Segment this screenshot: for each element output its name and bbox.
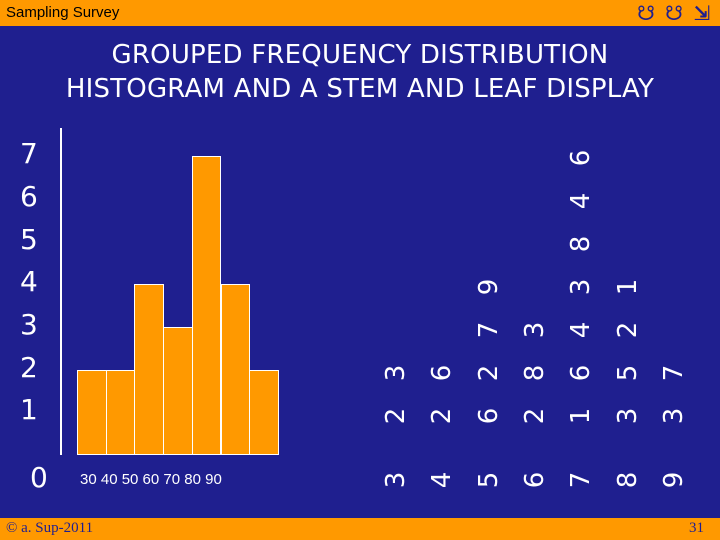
leaf-value: 5 <box>612 364 643 382</box>
leaf-value: 2 <box>519 407 550 425</box>
home-icon[interactable]: ⇲ <box>693 1 711 25</box>
leaf-value: 1 <box>566 407 597 425</box>
leaf-value: 6 <box>473 407 504 425</box>
y-tick-label: 7 <box>20 137 38 171</box>
y-axis-line <box>60 128 62 455</box>
top-bar: Sampling Survey ☋ ☋ ⇲ <box>0 0 720 26</box>
title-line-2: HISTOGRAM AND A STEM AND LEAF DISPLAY <box>65 74 655 104</box>
histogram-bar <box>191 156 222 455</box>
histogram-bar <box>163 326 193 455</box>
stem-value: 3 <box>381 471 411 489</box>
stem-value: 9 <box>658 471 689 489</box>
leaf-value: 6 <box>427 364 458 382</box>
histogram-bar <box>134 284 165 455</box>
page-number: 31 <box>689 520 704 536</box>
leaf-value: 3 <box>612 407 643 425</box>
leaf-value: 4 <box>566 321 597 339</box>
y-tick-label: 6 <box>20 179 38 213</box>
stem-value: 7 <box>566 471 597 489</box>
leaf-value: 9 <box>473 278 504 296</box>
back-icon[interactable]: ☋ <box>637 1 655 25</box>
leaf-value: 4 <box>566 192 597 210</box>
stem-value: 5 <box>473 471 504 489</box>
nav-icons: ☋ ☋ ⇲ <box>634 1 714 25</box>
x-axis-ticks: 30 40 50 60 70 80 90 <box>80 471 222 488</box>
leaf-value: 7 <box>658 364 689 382</box>
leaf-value: 1 <box>612 278 643 296</box>
leaf-value: 7 <box>473 321 504 339</box>
leaf-value: 3 <box>566 278 597 296</box>
histogram-bar <box>220 284 251 455</box>
leaf-value: 6 <box>566 364 597 382</box>
leaf-value: 2 <box>381 407 411 425</box>
copyright-text: © a. Sup-2011 <box>6 520 94 536</box>
leaf-value: 2 <box>473 364 504 382</box>
y-tick-label: 1 <box>20 393 38 427</box>
y-tick-zero: 0 <box>30 461 48 494</box>
histogram-bar <box>105 369 136 455</box>
histogram-bar <box>249 369 279 455</box>
stem-value: 4 <box>427 471 458 489</box>
title-line-1: GROUPED FREQUENCY DISTRIBUTION <box>111 40 609 70</box>
y-tick-label: 4 <box>20 265 38 299</box>
leaf-value: 2 <box>427 407 458 425</box>
app-title: Sampling Survey <box>6 4 120 21</box>
y-tick-label: 5 <box>20 222 38 256</box>
leaf-value: 8 <box>566 235 597 253</box>
forward-icon[interactable]: ☋ <box>665 1 683 25</box>
leaf-value: 3 <box>381 364 411 382</box>
stem-value: 6 <box>519 471 550 489</box>
leaf-value: 3 <box>658 407 689 425</box>
y-tick-label: 2 <box>20 350 38 384</box>
slide-title: GROUPED FREQUENCY DISTRIBUTION HISTOGRAM… <box>0 38 720 106</box>
leaf-value: 6 <box>566 149 597 167</box>
histogram-bar <box>77 369 107 455</box>
footer-bar: © a. Sup-2011 31 <box>0 518 720 540</box>
y-tick-label: 3 <box>20 307 38 341</box>
leaf-value: 2 <box>612 321 643 339</box>
stem-value: 8 <box>612 471 643 489</box>
leaf-value: 3 <box>519 321 550 339</box>
leaf-value: 8 <box>519 364 550 382</box>
